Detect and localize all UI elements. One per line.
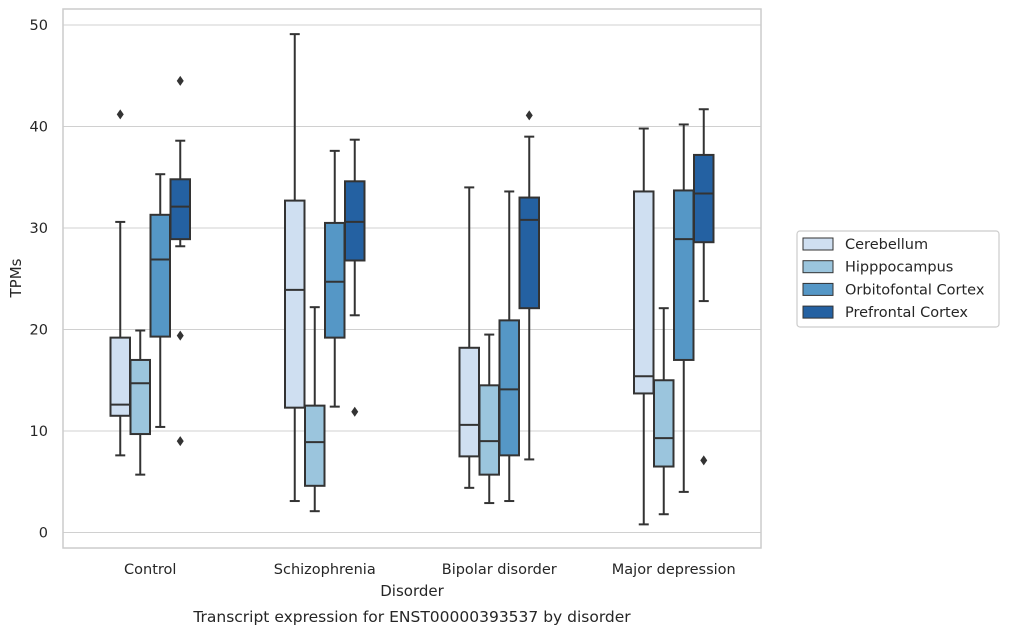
x-tick-label: Major depression: [612, 562, 736, 578]
box: [129, 329, 151, 476]
x-tick-label: Control: [124, 562, 176, 578]
box-body: [693, 153, 715, 244]
legend-frame: [796, 230, 1000, 328]
box-body: [653, 379, 675, 468]
legend-swatch: [802, 260, 834, 274]
box: [324, 149, 346, 408]
box: [458, 186, 480, 489]
outlier-point: [176, 330, 184, 341]
outlier-point: [116, 109, 124, 120]
y-tick-label: 40: [30, 120, 48, 136]
box-body: [304, 404, 326, 487]
outlier-point: [176, 436, 184, 447]
series-hipppocampus: [129, 306, 675, 516]
box-body: [129, 358, 151, 436]
box: [693, 108, 715, 466]
box: [633, 127, 655, 526]
legend: Cerebellum Hipppocampus Orbitofontal Corte…: [796, 230, 1000, 328]
y-tick-labels: 0 10 20 30 40 50: [30, 18, 48, 542]
legend-label: Orbitofontal Cortex: [845, 282, 985, 298]
box-body: [344, 180, 366, 262]
series-prefrontal-cortex: [169, 75, 715, 466]
box: [149, 173, 171, 428]
y-tick-label: 10: [30, 424, 48, 440]
box: [284, 33, 306, 503]
legend-item: Orbitofontal Cortex: [802, 282, 985, 298]
box: [498, 190, 520, 503]
y-tick-label: 50: [30, 18, 48, 34]
legend-item: Hipppocampus: [802, 260, 953, 276]
legend-label: Prefrontal Cortex: [845, 305, 968, 321]
series-cerebellum: [109, 33, 655, 526]
box-groups: [109, 33, 715, 526]
box: [169, 75, 191, 447]
box: [109, 109, 131, 457]
box-body: [149, 213, 171, 338]
legend-label: Hipppocampus: [845, 260, 953, 276]
outlier-point: [700, 455, 708, 466]
box: [304, 306, 326, 513]
box: [344, 138, 366, 417]
box-body: [498, 319, 520, 457]
box-body: [324, 221, 346, 339]
box-body: [633, 190, 655, 395]
box-body: [478, 384, 500, 476]
outlier-point: [351, 406, 359, 417]
outlier-point: [176, 75, 184, 86]
legend-item: Prefrontal Cortex: [802, 305, 968, 321]
x-axis-title: Disorder: [380, 582, 444, 600]
y-tick-label: 20: [30, 323, 48, 339]
legend-swatch: [802, 237, 834, 251]
box: [653, 307, 675, 516]
legend-item: Cerebellum: [802, 237, 928, 253]
box-body: [169, 178, 191, 241]
chart-caption: Transcript expression for ENST0000039353…: [192, 608, 631, 626]
box: [673, 123, 695, 493]
series-orbitofontal-cortex: [149, 123, 695, 503]
y-tick-label: 0: [39, 526, 48, 542]
x-tick-label: Bipolar disorder: [442, 562, 557, 578]
box-body: [518, 196, 540, 310]
x-tick-label: Schizophrenia: [274, 562, 376, 578]
box-body: [673, 189, 695, 361]
box-body: [284, 199, 306, 409]
plot-frame: [62, 8, 762, 549]
outlier-point: [525, 110, 533, 121]
legend-swatch: [802, 282, 834, 296]
legend-label: Cerebellum: [845, 237, 928, 253]
y-axis-title: TPMs: [7, 258, 25, 298]
legend-swatch: [802, 305, 834, 319]
box-body: [458, 346, 480, 458]
x-tick-labels: Control Schizophrenia Bipolar disorder Majo…: [124, 562, 736, 578]
box: [518, 110, 540, 461]
y-tick-label: 30: [30, 221, 48, 237]
box: [478, 333, 500, 505]
